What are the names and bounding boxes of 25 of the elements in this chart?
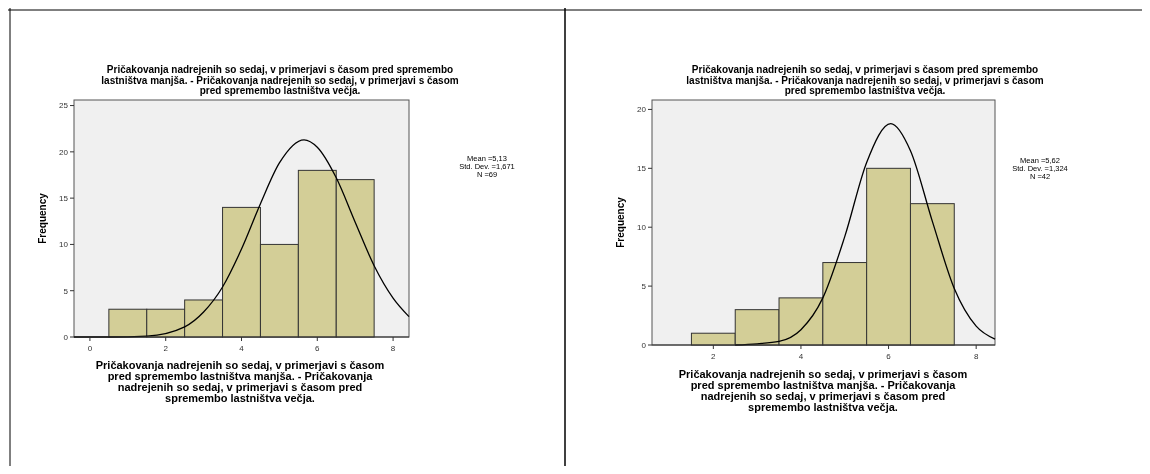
y-tick-label: 5: [63, 286, 69, 296]
x-tick-label: 0: [87, 344, 93, 353]
x-tick-label: 4: [239, 344, 245, 353]
x-tick-label: 8: [390, 344, 396, 353]
x-axis-title: Pričakovanja nadrejenih so sedaj, v primerjavi s časom pred spremembo lastništva manjša. - Pričakovanja nadrejenih so sedaj, v primerjavi s časom pred spremembo lastništva večja.: [95, 359, 385, 404]
x-tick-label: 4: [798, 352, 804, 361]
y-tick-label: 10: [59, 240, 69, 250]
y-tick-label: 5: [641, 281, 647, 291]
y-tick-label: 15: [59, 193, 69, 203]
y-axis-title: Frequency: [37, 192, 48, 244]
chart-title: Pričakovanja nadrejenih so sedaj, v primerjavi s časom pred spremembo lastništva manjša. - Pričakovanja nadrejenih so sedaj, v primerjavi s časom pred spremembo lastništva večja.: [101, 64, 459, 96]
x-axis-title: Pričakovanja nadrejenih so sedaj, v primerjavi s časom pred spremembo lastništva manjša. - Pričakovanja nadrejenih so sedaj, v primerjavi s časom pred spremembo lastništva večja.: [678, 368, 968, 413]
y-tick-label: 20: [637, 105, 647, 115]
chart-title: Pričakovanja nadrejenih so sedaj, v primerjavi s časom pred spremembo lastništva manjša. - Pričakovanja nadrejenih so sedaj, v primerjavi s časom pred spremembo lastništva večja.: [686, 64, 1044, 96]
x-tick-label: 6: [886, 352, 892, 361]
x-tick-label: 2: [711, 352, 717, 361]
y-tick-label: 20: [59, 147, 69, 157]
y-tick-label: 15: [637, 164, 647, 174]
y-axis-title: Frequency: [615, 196, 626, 248]
y-tick-label: 0: [63, 332, 69, 342]
x-tick-label: 8: [973, 352, 979, 361]
x-tick-label: 6: [315, 344, 321, 353]
y-tick-label: 25: [59, 101, 69, 111]
y-tick-label: 10: [637, 223, 647, 233]
x-tick-label: 2: [163, 344, 169, 353]
